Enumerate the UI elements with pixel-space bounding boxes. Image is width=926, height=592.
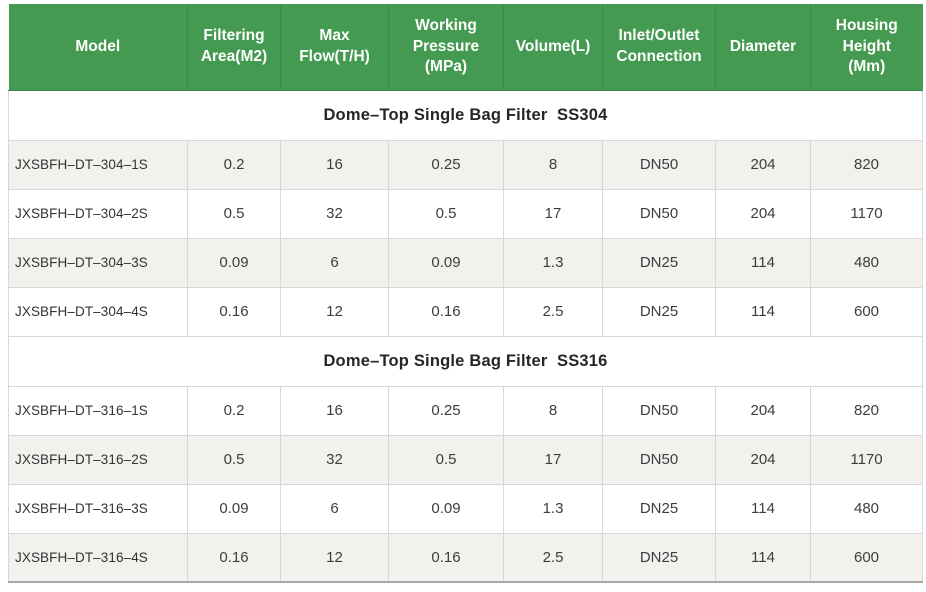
max-flow-cell: 12 [280, 532, 389, 583]
table-row-316-1s: JXSBFH–DT–316–1S 0.2 16 0.25 8 DN50 204 … [8, 385, 923, 436]
max-flow-cell: 16 [280, 385, 389, 436]
working-pressure-cell: 0.09 [388, 237, 504, 288]
col-header-volume: Volume(L) [503, 4, 603, 91]
volume-cell: 8 [503, 139, 603, 190]
working-pressure-cell: 0.25 [388, 385, 504, 436]
working-pressure-cell: 0.09 [388, 483, 504, 534]
max-flow-cell: 6 [280, 237, 389, 288]
col-header-working-pressure: Working Pressure (MPa) [388, 4, 504, 91]
working-pressure-cell: 0.25 [388, 139, 504, 190]
spec-table: Model Filtering Area(M2) Max Flow(T/H) W… [8, 4, 923, 583]
inlet-outlet-cell: DN50 [602, 434, 716, 485]
table-header: Model Filtering Area(M2) Max Flow(T/H) W… [8, 4, 923, 91]
volume-cell: 2.5 [503, 286, 603, 337]
working-pressure-cell: 0.5 [388, 188, 504, 239]
housing-height-cell: 480 [810, 237, 923, 288]
inlet-outlet-cell: DN25 [602, 483, 716, 534]
housing-height-cell: 600 [810, 286, 923, 337]
model-cell: JXSBFH–DT–304–4S [8, 286, 188, 337]
filtering-area-cell: 0.5 [187, 434, 281, 485]
working-pressure-cell: 0.16 [388, 532, 504, 583]
inlet-outlet-cell: DN25 [602, 532, 716, 583]
filtering-area-cell: 0.5 [187, 188, 281, 239]
col-header-max-flow: Max Flow(T/H) [280, 4, 389, 91]
housing-height-cell: 480 [810, 483, 923, 534]
col-header-filtering-area: Filtering Area(M2) [187, 4, 281, 91]
diameter-cell: 204 [715, 139, 811, 190]
inlet-outlet-cell: DN50 [602, 188, 716, 239]
volume-cell: 17 [503, 188, 603, 239]
filtering-area-cell: 0.2 [187, 139, 281, 190]
table-row-316-2s: JXSBFH–DT–316–2S 0.5 32 0.5 17 DN50 204 … [8, 434, 923, 485]
table-row-316-3s: JXSBFH–DT–316–3S 0.09 6 0.09 1.3 DN25 11… [8, 483, 923, 534]
col-header-housing-height: Housing Height (Mm) [810, 4, 923, 91]
col-header-diameter: Diameter [715, 4, 811, 91]
col-header-inlet-outlet: Inlet/Outlet Connection [602, 4, 716, 91]
model-cell: JXSBFH–DT–304–3S [8, 237, 188, 288]
inlet-outlet-cell: DN25 [602, 237, 716, 288]
col-header-model: Model [8, 4, 188, 91]
diameter-cell: 114 [715, 237, 811, 288]
diameter-cell: 204 [715, 434, 811, 485]
filtering-area-cell: 0.09 [187, 483, 281, 534]
max-flow-cell: 32 [280, 434, 389, 485]
section-title-text: Dome–Top Single Bag Filter SS304 [8, 89, 923, 141]
table-row-304-3s: JXSBFH–DT–304–3S 0.09 6 0.09 1.3 DN25 11… [8, 237, 923, 288]
housing-height-cell: 820 [810, 139, 923, 190]
filtering-area-cell: 0.2 [187, 385, 281, 436]
max-flow-cell: 12 [280, 286, 389, 337]
diameter-cell: 114 [715, 286, 811, 337]
max-flow-cell: 6 [280, 483, 389, 534]
housing-height-cell: 600 [810, 532, 923, 583]
model-cell: JXSBFH–DT–304–2S [8, 188, 188, 239]
diameter-cell: 204 [715, 188, 811, 239]
inlet-outlet-cell: DN50 [602, 139, 716, 190]
diameter-cell: 114 [715, 532, 811, 583]
diameter-cell: 204 [715, 385, 811, 436]
diameter-cell: 114 [715, 483, 811, 534]
table-body: Dome–Top Single Bag Filter SS304 JXSBFH–… [8, 89, 923, 583]
table-row-304-1s: JXSBFH–DT–304–1S 0.2 16 0.25 8 DN50 204 … [8, 139, 923, 190]
volume-cell: 2.5 [503, 532, 603, 583]
model-cell: JXSBFH–DT–316–1S [8, 385, 188, 436]
model-cell: JXSBFH–DT–316–3S [8, 483, 188, 534]
working-pressure-cell: 0.5 [388, 434, 504, 485]
inlet-outlet-cell: DN50 [602, 385, 716, 436]
housing-height-cell: 1170 [810, 434, 923, 485]
working-pressure-cell: 0.16 [388, 286, 504, 337]
inlet-outlet-cell: DN25 [602, 286, 716, 337]
volume-cell: 8 [503, 385, 603, 436]
section-title-text: Dome–Top Single Bag Filter SS316 [8, 335, 923, 387]
filtering-area-cell: 0.16 [187, 286, 281, 337]
volume-cell: 17 [503, 434, 603, 485]
table-row-304-4s: JXSBFH–DT–304–4S 0.16 12 0.16 2.5 DN25 1… [8, 286, 923, 337]
housing-height-cell: 1170 [810, 188, 923, 239]
table-row-304-2s: JXSBFH–DT–304–2S 0.5 32 0.5 17 DN50 204 … [8, 188, 923, 239]
model-cell: JXSBFH–DT–316–4S [8, 532, 188, 583]
volume-cell: 1.3 [503, 483, 603, 534]
filtering-area-cell: 0.16 [187, 532, 281, 583]
volume-cell: 1.3 [503, 237, 603, 288]
max-flow-cell: 32 [280, 188, 389, 239]
table-row-316-4s: JXSBFH–DT–316–4S 0.16 12 0.16 2.5 DN25 1… [8, 532, 923, 583]
housing-height-cell: 820 [810, 385, 923, 436]
filtering-area-cell: 0.09 [187, 237, 281, 288]
max-flow-cell: 16 [280, 139, 389, 190]
section-title-ss316: Dome–Top Single Bag Filter SS316 [8, 335, 923, 387]
model-cell: JXSBFH–DT–316–2S [8, 434, 188, 485]
section-title-ss304: Dome–Top Single Bag Filter SS304 [8, 89, 923, 141]
model-cell: JXSBFH–DT–304–1S [8, 139, 188, 190]
header-row: Model Filtering Area(M2) Max Flow(T/H) W… [8, 4, 923, 91]
